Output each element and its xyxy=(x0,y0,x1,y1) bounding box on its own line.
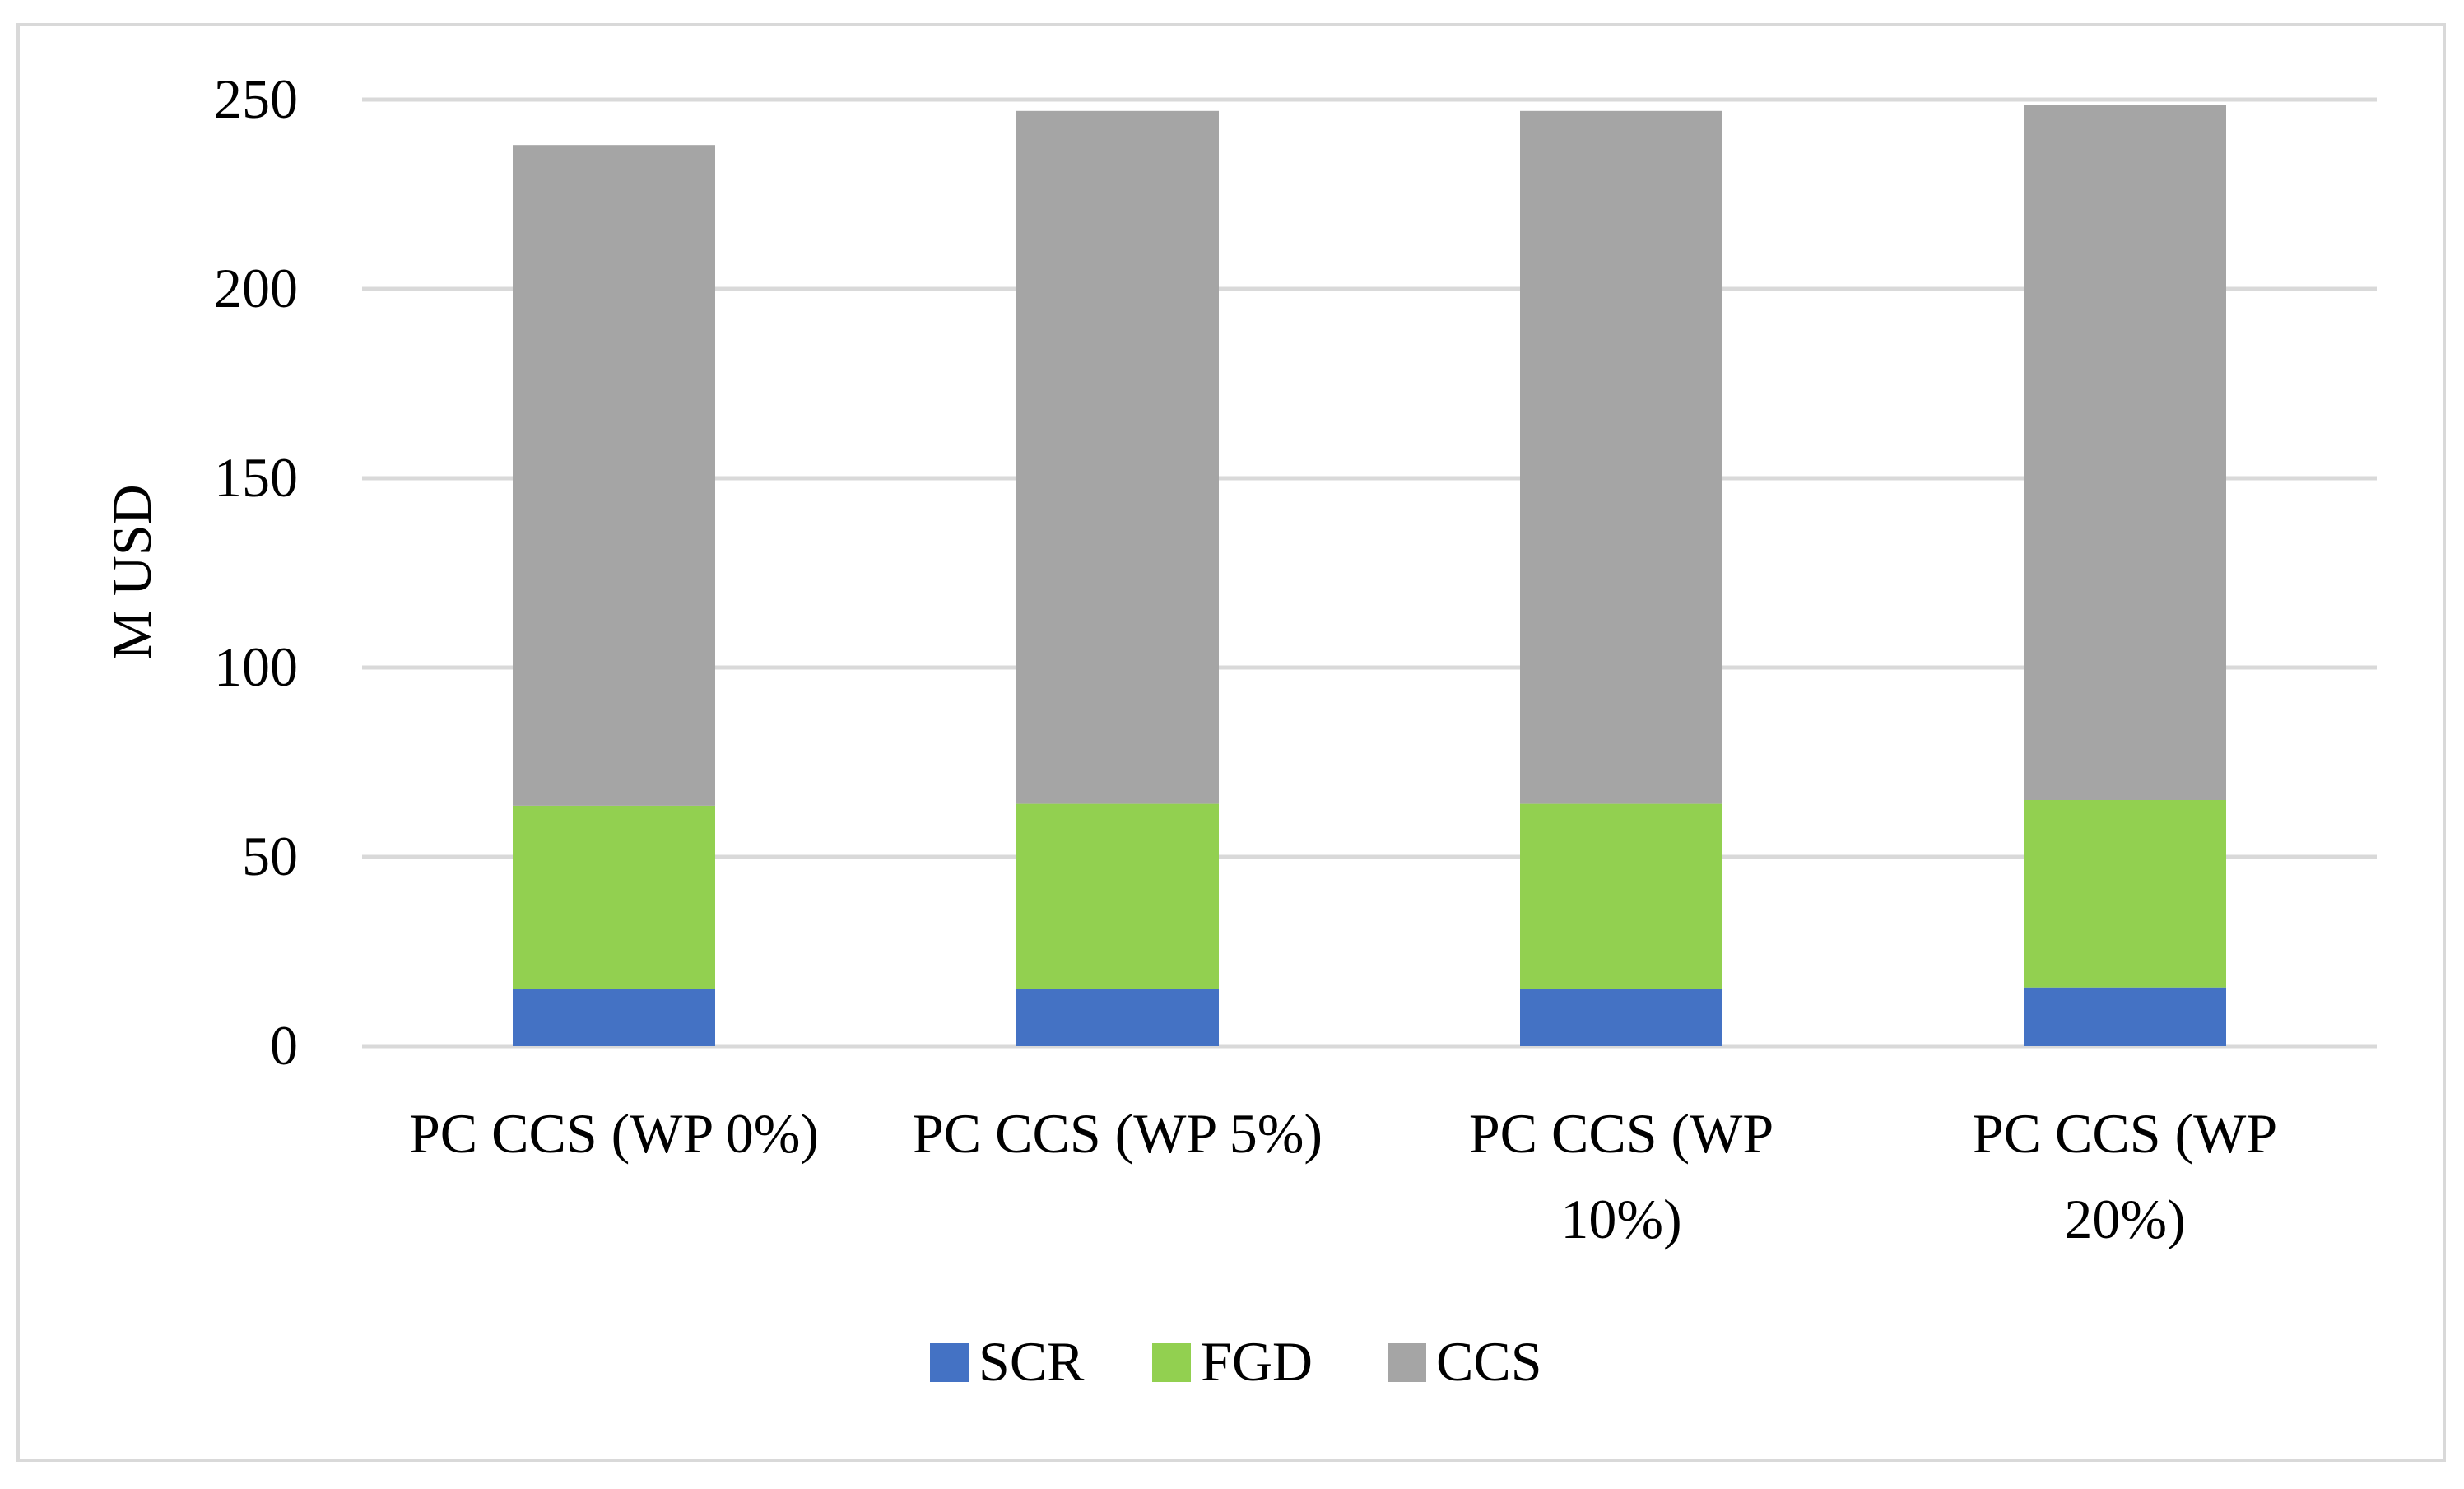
legend-label-fgd: FGD xyxy=(1201,1330,1313,1393)
category-labels: PC CCS (WP 0%) PC CCS (WP 5%) PC CCS (WP 10… xyxy=(409,1102,2277,1250)
bars xyxy=(513,105,2226,1046)
bar-ccs-3 xyxy=(2024,105,2226,800)
bar-ccs-0 xyxy=(513,145,715,806)
bar-fgd-3 xyxy=(2024,800,2226,988)
y-tick-label: 200 xyxy=(214,257,298,319)
category-label: PC CCS (WP 0%) xyxy=(409,1102,819,1165)
bar-fgd-1 xyxy=(1016,803,1219,989)
legend-swatch-ccs xyxy=(1388,1343,1426,1382)
y-tick-label: 50 xyxy=(242,825,298,887)
bar-fgd-0 xyxy=(513,805,715,989)
bar-ccs-1 xyxy=(1016,110,1219,804)
category-label: 10%) xyxy=(1560,1188,1681,1250)
bar-ccs-2 xyxy=(1520,110,1722,804)
bar-scr-1 xyxy=(1016,989,1219,1046)
category-label: PC CCS (WP xyxy=(1469,1102,1774,1165)
bar-scr-0 xyxy=(513,989,715,1046)
bar-scr-2 xyxy=(1520,989,1722,1046)
y-tick-label: 150 xyxy=(214,446,298,509)
y-axis-title: M USD xyxy=(100,484,163,660)
category-label: PC CCS (WP xyxy=(1973,1102,2277,1165)
category-label: 20%) xyxy=(2064,1188,2185,1250)
category-label: PC CCS (WP 5%) xyxy=(913,1102,1323,1165)
legend-swatch-fgd xyxy=(1152,1343,1191,1382)
legend-label-ccs: CCS xyxy=(1436,1330,1542,1393)
y-tick-label: 100 xyxy=(214,635,298,698)
y-tick-labels: 0 50 100 150 200 250 xyxy=(214,67,298,1077)
legend: SCR FGD CCS xyxy=(930,1330,1542,1393)
legend-label-scr: SCR xyxy=(979,1330,1085,1393)
y-tick-label: 0 xyxy=(270,1014,298,1077)
legend-swatch-scr xyxy=(930,1343,969,1382)
y-tick-label: 250 xyxy=(214,67,298,130)
bar-fgd-2 xyxy=(1520,803,1722,989)
bar-scr-3 xyxy=(2024,987,2226,1046)
